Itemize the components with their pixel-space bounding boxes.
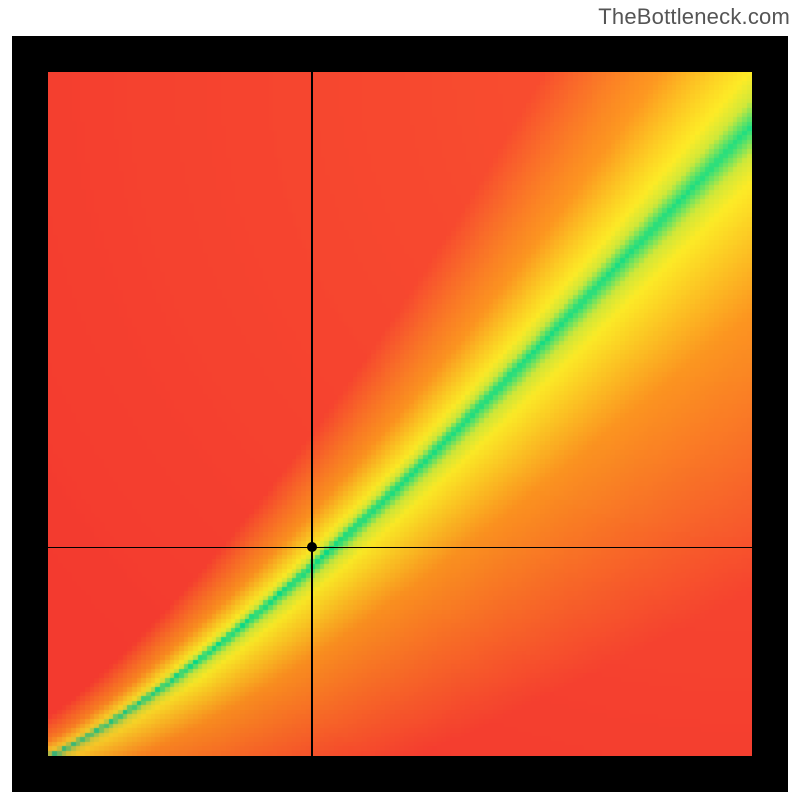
crosshair-horizontal: [48, 547, 752, 548]
watermark-text: TheBottleneck.com: [598, 4, 790, 30]
chart-container: TheBottleneck.com: [0, 0, 800, 800]
bottleneck-heatmap: [48, 72, 752, 756]
crosshair-vertical: [311, 72, 312, 756]
